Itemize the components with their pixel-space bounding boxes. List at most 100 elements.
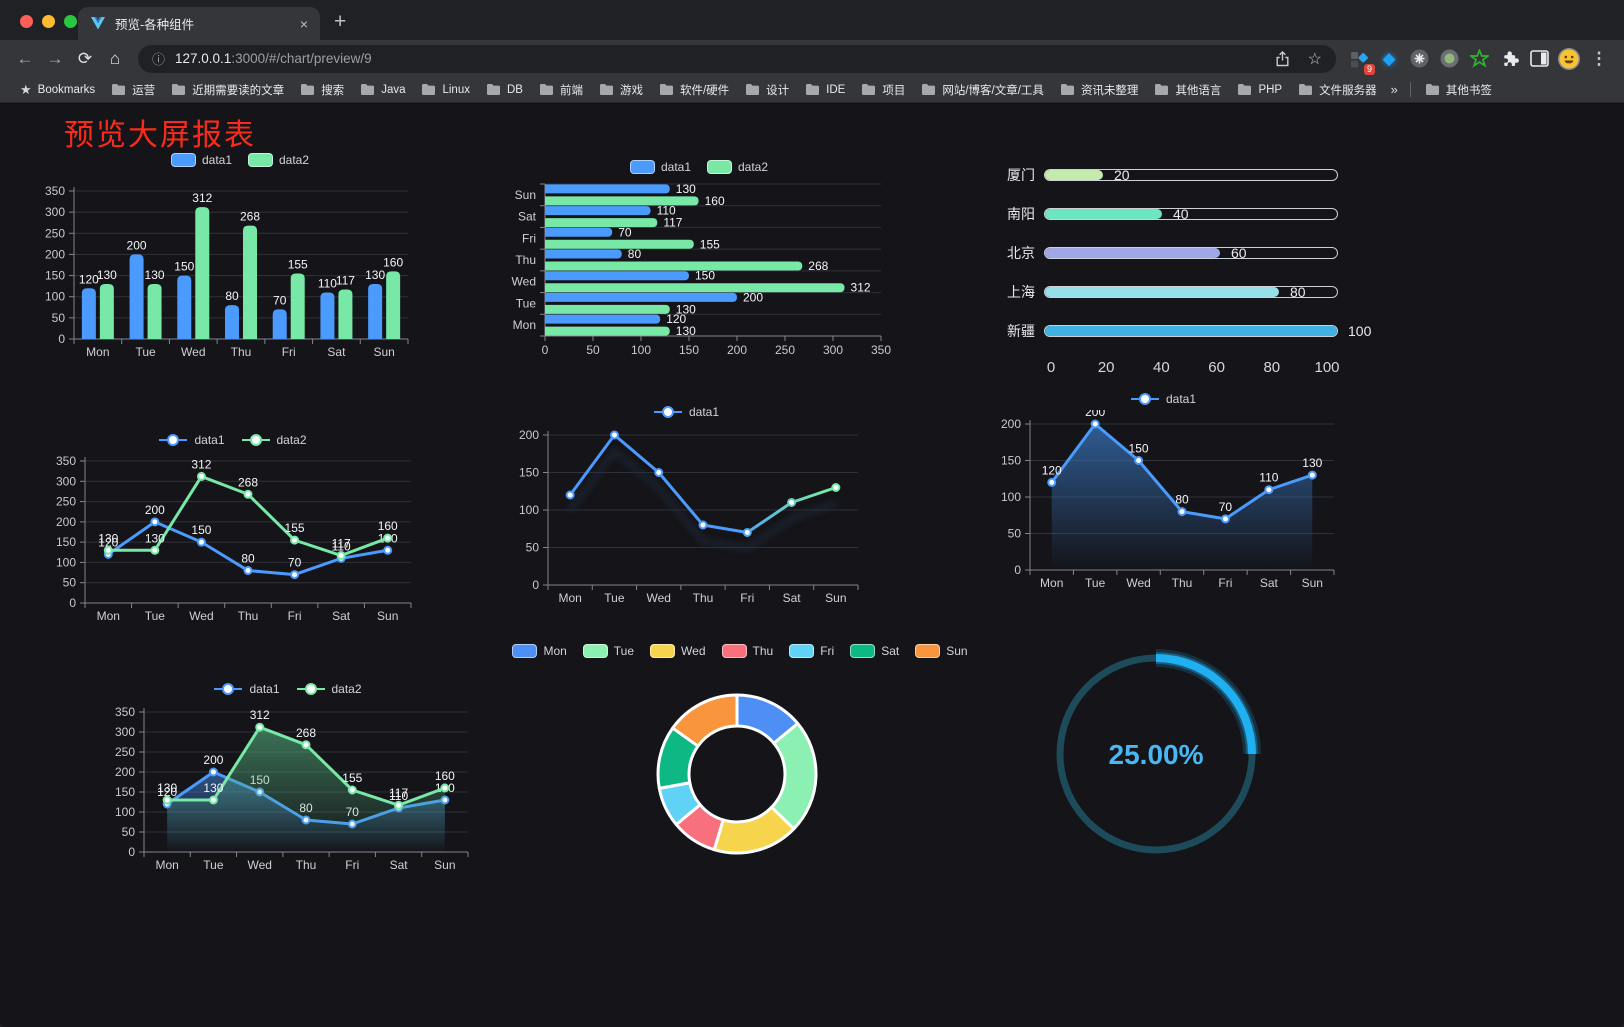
bookmark-folder[interactable]: PHP	[1229, 83, 1290, 96]
bookmark-folder[interactable]: 文件服务器	[1290, 82, 1385, 98]
maximize-window-button[interactable]	[64, 15, 77, 28]
folder-icon	[1425, 84, 1439, 95]
chart-legend: data1	[502, 401, 870, 423]
legend-item-data2[interactable]: data2	[241, 433, 307, 447]
svg-text:Mon: Mon	[558, 591, 581, 605]
browser-tab[interactable]: 预览-各种组件 ×	[78, 7, 320, 40]
legend-item-sun[interactable]: Sun	[915, 644, 968, 658]
svg-text:Wed: Wed	[646, 591, 670, 605]
svg-text:Fri: Fri	[522, 231, 536, 245]
legend-item-data1[interactable]: data1	[170, 153, 232, 167]
progress-row-厦门: 厦门 20	[988, 167, 1338, 183]
new-tab-button[interactable]: +	[334, 10, 347, 33]
pie-slice-sun[interactable]	[671, 693, 739, 748]
reload-button[interactable]: ⟳	[77, 48, 93, 68]
bookmark-folder[interactable]: IDE	[797, 83, 853, 96]
legend-item-data1[interactable]: data1	[158, 433, 225, 447]
page-content: 预览大屏报表 data1 data2 0 50 100 150 200 250 300 350 Mo…	[0, 103, 1624, 1027]
record-circle-icon[interactable]	[1435, 45, 1463, 73]
svg-text:Sun: Sun	[515, 188, 536, 202]
svg-text:Thu: Thu	[515, 253, 536, 267]
bookmark-folder[interactable]: DB	[478, 83, 531, 96]
tab-close-icon[interactable]: ×	[299, 15, 308, 32]
svg-text:350: 350	[115, 705, 135, 719]
bookmarks-overflow-chevron[interactable]: »	[1390, 82, 1398, 97]
bookmark-folder[interactable]: 设计	[737, 82, 797, 98]
legend-item-data2[interactable]: data2	[296, 682, 362, 696]
svg-text:120: 120	[157, 785, 177, 799]
bookmark-folder[interactable]: 游戏	[591, 82, 651, 98]
bookmark-folder[interactable]: 资讯未整理	[1052, 82, 1147, 98]
city-progress-chart: 厦门 20 南阳 40 北京 60 上海 80 新疆 100 0 20 40 60 80 100	[988, 159, 1388, 394]
folder-icon	[361, 84, 375, 95]
chart-legend: data1 data2	[40, 149, 440, 171]
kebab-menu-icon[interactable]: ⋮	[1590, 48, 1608, 68]
legend-item-tue[interactable]: Tue	[582, 644, 634, 658]
green-star-icon[interactable]	[1465, 45, 1493, 73]
svg-text:200: 200	[145, 503, 165, 517]
bookmark-folder[interactable]: 软件/硬件	[651, 82, 737, 98]
other-bookmarks-folder[interactable]: 其他书签	[1417, 82, 1500, 98]
folder-icon	[172, 84, 186, 95]
gem-icon[interactable]: ◆	[1382, 48, 1396, 68]
extensions-grid-icon[interactable]: 9	[1345, 45, 1375, 75]
svg-text:200: 200	[203, 753, 223, 767]
bookmark-folder[interactable]: 运营	[103, 82, 163, 98]
sidebar-icon[interactable]	[1525, 45, 1553, 73]
chart-canvas: 25.00%	[1056, 649, 1261, 854]
legend-item-data1[interactable]: data1	[1130, 392, 1196, 406]
legend-item-data2[interactable]: data2	[707, 160, 768, 174]
svg-text:Mon: Mon	[155, 858, 178, 872]
bookmark-folder[interactable]: 项目	[853, 82, 913, 98]
puzzle-icon[interactable]	[1495, 45, 1523, 73]
profile-avatar-emoji-icon[interactable]	[1555, 45, 1583, 73]
legend-item-data1[interactable]: data1	[629, 160, 691, 174]
svg-text:160: 160	[378, 519, 398, 533]
svg-text:Tue: Tue	[145, 609, 166, 623]
two-series-line-chart: data1 data2 0 50 100 150 200 250 300 350 Mon Tue Wed…	[45, 429, 420, 642]
svg-text:300: 300	[56, 474, 76, 488]
svg-text:268: 268	[240, 210, 260, 224]
legend-item-data2[interactable]: data2	[248, 153, 309, 167]
back-button[interactable]: ←	[16, 48, 34, 68]
svg-text:268: 268	[808, 259, 828, 273]
bookmark-folder[interactable]: 前端	[531, 82, 591, 98]
svg-text:100: 100	[56, 555, 76, 569]
bookmark-folder[interactable]: 其他语言	[1146, 82, 1229, 98]
svg-text:268: 268	[296, 726, 316, 740]
bookmark-folder[interactable]: 近期需要读的文章	[163, 82, 292, 98]
progress-axis-tick: 80	[1263, 359, 1281, 376]
address-bar[interactable]: ⓘ 127.0.0.1:3000/#/chart/preview/9 ☆	[138, 44, 1336, 73]
svg-text:Fri: Fri	[345, 858, 359, 872]
site-info-icon[interactable]: ⓘ	[152, 52, 166, 67]
home-button[interactable]: ⌂	[109, 48, 121, 68]
asterisk-circle-icon[interactable]	[1405, 45, 1433, 73]
legend-item-mon[interactable]: Mon	[512, 644, 567, 658]
bookmark-folder[interactable]: 搜索	[292, 82, 352, 98]
svg-text:117: 117	[389, 786, 408, 800]
legend-item-data1[interactable]: data1	[653, 405, 719, 419]
svg-text:0: 0	[1014, 563, 1021, 577]
bookmark-folder[interactable]: 网站/博客/文章/工具	[913, 82, 1052, 98]
bookmarks-separator	[1409, 82, 1411, 97]
legend-item-fri[interactable]: Fri	[789, 644, 834, 658]
legend-item-sat[interactable]: Sat	[850, 644, 899, 658]
close-window-button[interactable]	[20, 15, 33, 28]
svg-text:117: 117	[663, 216, 682, 230]
share-icon[interactable]	[1275, 50, 1290, 67]
legend-item-wed[interactable]: Wed	[650, 644, 706, 658]
bookmark-folder[interactable]: Linux	[413, 83, 478, 96]
legend-item-thu[interactable]: Thu	[721, 644, 773, 658]
bookmarks-root[interactable]: ★ Bookmarks	[20, 81, 96, 97]
svg-text:Mon: Mon	[97, 609, 120, 623]
bookmark-folder[interactable]: Java	[352, 83, 413, 96]
minimize-window-button[interactable]	[42, 15, 55, 28]
legend-item-data1[interactable]: data1	[213, 682, 280, 696]
forward-button[interactable]: →	[46, 48, 64, 68]
svg-text:Thu: Thu	[1172, 576, 1193, 590]
svg-text:Tue: Tue	[516, 296, 537, 310]
svg-text:Sat: Sat	[783, 591, 802, 605]
svg-text:160: 160	[383, 255, 403, 269]
bookmark-star-icon[interactable]: ☆	[1307, 50, 1322, 68]
svg-text:0: 0	[128, 845, 135, 859]
